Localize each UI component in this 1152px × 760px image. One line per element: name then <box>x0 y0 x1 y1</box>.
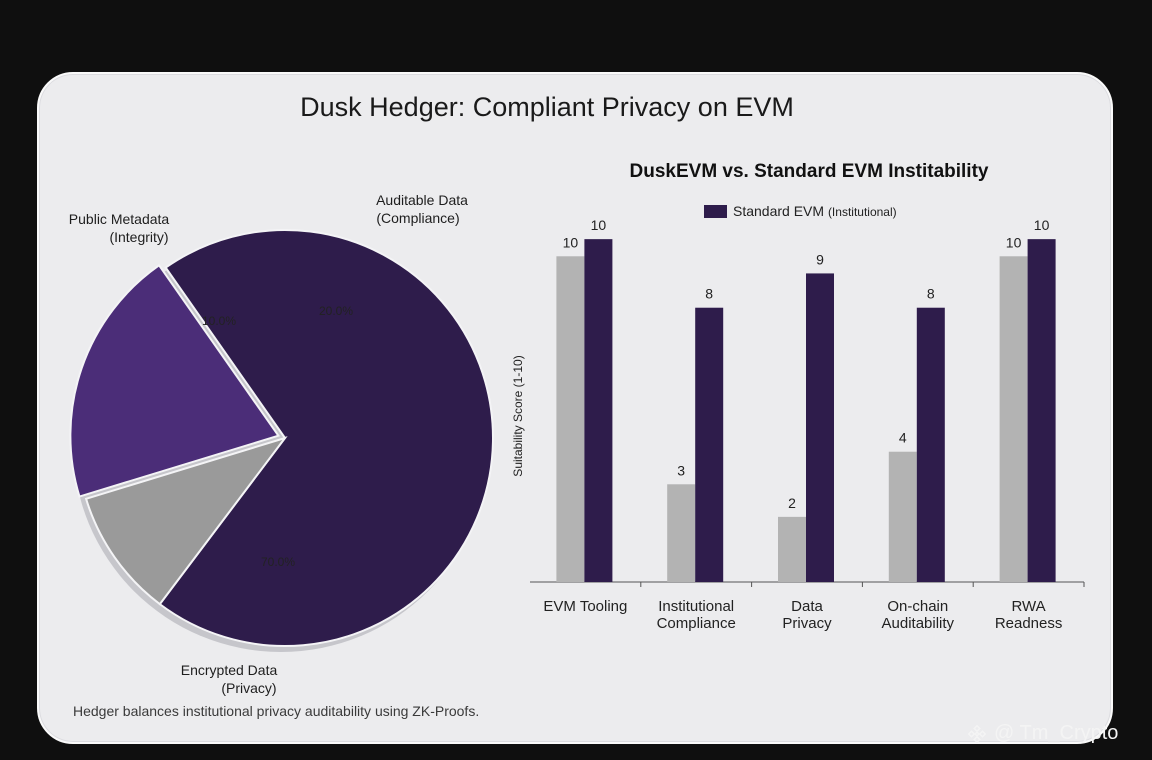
pie-pct-label-2: 20.0% <box>319 304 353 318</box>
x-tick-label-3-0: On-chain <box>887 598 948 615</box>
pie-sublabel-2: (Compliance) <box>376 210 459 226</box>
bar-chart: DuskEVM vs. Standard EVM Institability St… <box>511 161 1085 632</box>
bar-s1-0 <box>584 239 613 582</box>
x-tick-label-2-1: Privacy <box>782 615 832 632</box>
legend-label-suffix: (Institutional) <box>828 205 897 219</box>
pie-slice-2 <box>69 263 280 498</box>
watermark: @ Tm_Crypto <box>966 722 1118 745</box>
pie-pct-label-0: 70.0% <box>261 555 295 569</box>
bar-value-s1-3: 8 <box>927 286 935 302</box>
chart-caption: Hedger balances institutional privacy au… <box>73 703 480 719</box>
bar-value-s1-4: 10 <box>1034 217 1050 233</box>
binance-logo-icon <box>967 724 987 743</box>
pie-slice-1 <box>84 436 288 606</box>
pie-label-1: Public Metadata <box>69 211 170 227</box>
bar-s1-2 <box>806 273 834 582</box>
pie-chart: 70.0% Encrypted Data (Privacy) 10.0% Public … <box>69 192 494 696</box>
pie-sublabel-1: (Integrity) <box>109 229 168 245</box>
bar-value-s0-2: 2 <box>788 495 796 511</box>
bar-value-s0-0: 10 <box>563 234 579 250</box>
bar-s0-2 <box>778 516 806 582</box>
pie-label-2: Auditable Data <box>376 192 468 208</box>
pie-sublabel-0: (Privacy) <box>221 680 276 696</box>
bar-s0-0 <box>556 256 585 582</box>
bar-value-s0-1: 3 <box>677 462 685 478</box>
bar-value-s0-3: 4 <box>899 430 907 446</box>
watermark-text: @ Tm_Crypto <box>994 722 1119 744</box>
bar-s1-1 <box>695 307 724 582</box>
bar-value-s0-4: 10 <box>1006 234 1022 250</box>
x-tick-label-2-0: Data <box>791 598 823 615</box>
pie-pct-label-1: 10.0% <box>202 314 236 328</box>
pie-slice-0 <box>158 229 494 647</box>
y-axis-label: Suitability Score (1-10) <box>511 355 525 476</box>
bar-s0-4 <box>999 256 1028 582</box>
bar-value-s1-1: 8 <box>705 286 713 302</box>
bar-s1-4 <box>1027 239 1056 582</box>
bar-s0-3 <box>888 451 917 582</box>
x-tick-label-4-0: RWA <box>1012 598 1046 615</box>
legend-label: Standard EVM (Institutional) <box>733 203 897 219</box>
bar-value-s1-0: 10 <box>591 217 607 233</box>
page-title: Dusk Hedger: Compliant Privacy on EVM <box>300 92 794 122</box>
legend-swatch <box>704 205 727 218</box>
x-tick-label-4-1: Readness <box>995 615 1063 632</box>
x-tick-label-0-0: EVM Tooling <box>543 598 627 615</box>
bar-s1-3 <box>916 307 945 582</box>
x-tick-label-3-1: Auditability <box>882 615 955 632</box>
bar-chart-title: DuskEVM vs. Standard EVM Institability <box>630 161 989 182</box>
pie-label-0: Encrypted Data <box>181 662 278 678</box>
x-tick-label-1-1: Compliance <box>657 615 736 632</box>
bar-value-s1-2: 9 <box>816 251 824 267</box>
x-tick-label-1-0: Institutional <box>658 598 734 615</box>
bar-s0-1 <box>667 484 696 582</box>
